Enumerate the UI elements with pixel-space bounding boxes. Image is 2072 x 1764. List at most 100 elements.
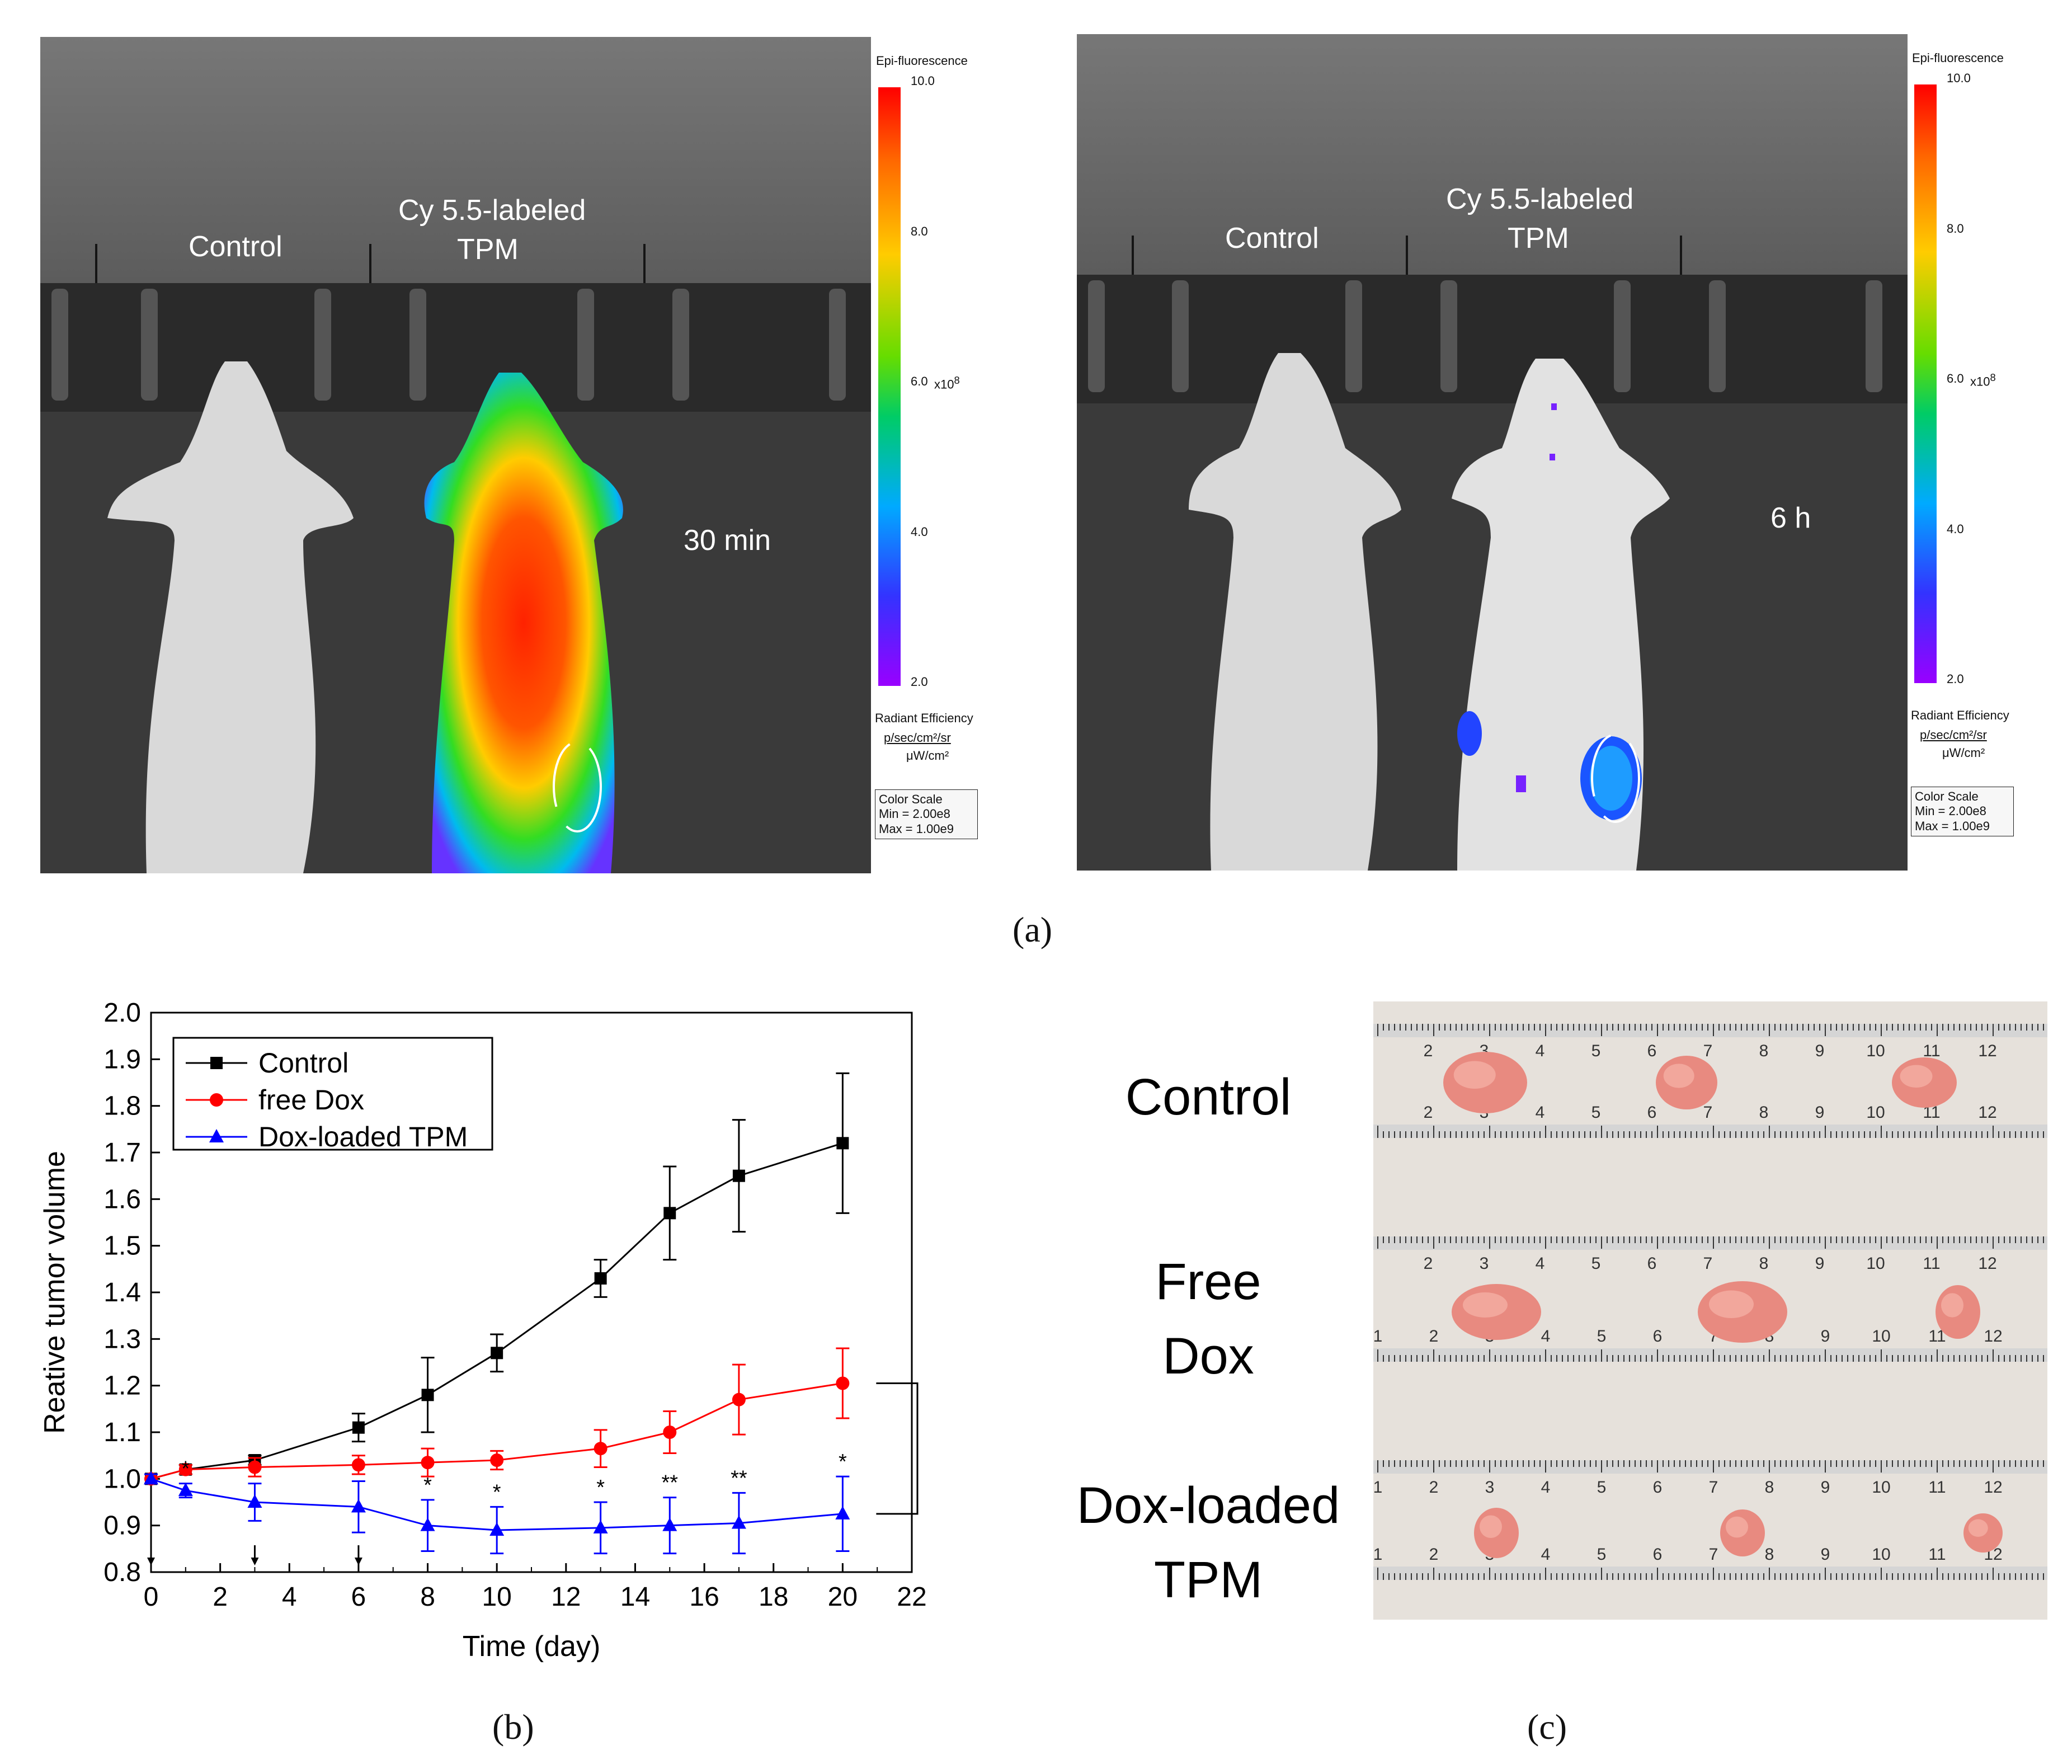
tpm-label-right-1: Cy 5.5-labeled: [1446, 183, 1634, 215]
panel-a-right-scene: [1077, 34, 1908, 871]
legend-label-2: Dox-loaded TPM: [258, 1121, 468, 1153]
data-point: [594, 1272, 607, 1285]
tumor-highlight-4: [1709, 1290, 1754, 1318]
tpm-label-left-2: TPM: [457, 233, 519, 266]
row-label-free-dox-1: Free: [1155, 1253, 1261, 1310]
data-point: [420, 1517, 435, 1531]
ruler-number: 8: [1759, 1254, 1769, 1273]
colorbar-unit-den-left: μW/cm²: [906, 749, 949, 763]
scale-title-left: Color Scale: [879, 792, 943, 806]
colorbar-title-left: Epi-fluorescence: [876, 54, 968, 68]
x-tick-label: 4: [282, 1582, 297, 1612]
y-tick-label: 1.6: [103, 1184, 141, 1214]
significance-mark: *: [181, 1457, 190, 1481]
tumor-highlight-5: [1941, 1293, 1963, 1318]
significance-mark: *: [596, 1476, 605, 1499]
colorbar-tick-10-left: 10.0: [911, 74, 935, 88]
x-tick-label: 6: [351, 1582, 366, 1612]
row-label-dox-tpm-1: Dox-loaded: [1076, 1477, 1340, 1534]
row-label-free-dox-2: Dox: [1162, 1328, 1254, 1385]
data-point: [178, 1462, 192, 1476]
ruler-number: 10: [1872, 1327, 1890, 1346]
panel-a-right-image: Control Cy 5.5-labeled TPM 6 h: [1077, 34, 1908, 871]
colorbar-left: Epi-fluorescence 10.0 8.0 6.0 x108 4.0 2…: [873, 37, 1001, 876]
data-point: [491, 1347, 503, 1360]
ruler-number: 4: [1536, 1103, 1545, 1122]
data-point: [662, 1517, 677, 1531]
tumor-highlight-6: [1480, 1515, 1502, 1538]
data-point: [663, 1426, 677, 1439]
data-point: [351, 1499, 366, 1513]
ruler-number: 11: [1923, 1042, 1940, 1060]
y-tick-label: 0.9: [103, 1511, 141, 1541]
x-axis-label: Time (day): [463, 1630, 601, 1663]
legend-label-1: free Dox: [258, 1084, 364, 1116]
legend-marker-1: [210, 1093, 223, 1107]
x-tick-label: 8: [420, 1582, 435, 1612]
caption-c: (c): [1527, 1707, 1567, 1747]
colorbar-unit-den-right: μW/cm²: [1942, 746, 1985, 760]
ruler-3: [1373, 1348, 2047, 1362]
data-point: [835, 1506, 850, 1520]
x-tick-label: 22: [897, 1582, 926, 1612]
data-point: [490, 1453, 504, 1467]
colorbar-tick-6-right: 6.0: [1947, 371, 1964, 385]
control-label-right: Control: [1225, 222, 1319, 255]
y-tick-label: 1.9: [103, 1045, 141, 1074]
ruler-number: 7: [1709, 1478, 1718, 1497]
series-line-1: [150, 1382, 843, 1480]
injection-arrow-head: [147, 1558, 155, 1565]
tumor-highlight-0: [1453, 1061, 1496, 1089]
x-tick-label: 0: [144, 1582, 159, 1612]
ruler-number: 3: [1480, 1254, 1489, 1273]
significance-mark: **: [731, 1466, 747, 1490]
y-tick-label: 2.0: [103, 998, 141, 1028]
data-point: [178, 1483, 193, 1497]
ruler-number: 9: [1815, 1254, 1825, 1273]
data-point: [144, 1471, 158, 1485]
ruler-number: 9: [1821, 1327, 1830, 1346]
colorbar-gradient-right: [1914, 84, 1937, 683]
colorbar-unit-num-left: p/sec/cm²/sr: [884, 731, 951, 745]
ruler-number: 5: [1597, 1327, 1607, 1346]
ruler-number: 8: [1765, 1545, 1774, 1564]
y-tick-label: 1.8: [103, 1092, 141, 1121]
ruler-0: [1373, 1024, 2047, 1037]
time-label-right: 6 h: [1770, 502, 1811, 534]
colorbar-scale-box-left: Color Scale Min = 2.00e8 Max = 1.00e9: [875, 789, 978, 840]
colorbar-title-right: Epi-fluorescence: [1912, 51, 2004, 65]
tpm-label-right-2: TPM: [1508, 222, 1569, 255]
y-axis-label: Reative tumor volume: [39, 1151, 71, 1434]
y-tick-label: 1.5: [103, 1231, 141, 1261]
ruler-number: 7: [1703, 1103, 1713, 1122]
y-tick-label: 1.4: [103, 1278, 141, 1307]
ruler-number: 3: [1485, 1478, 1495, 1497]
ruler-number: 7: [1709, 1545, 1718, 1564]
colorbar-multiplier-right: x108: [1970, 371, 1996, 389]
colorbar-right: Epi-fluorescence 10.0 8.0 6.0 x108 4.0 2…: [1909, 34, 2037, 873]
ruler-number: 9: [1821, 1545, 1830, 1564]
data-point: [593, 1520, 608, 1533]
colorbar-scale-box-right: Color Scale Min = 2.00e8 Max = 1.00e9: [1911, 787, 2014, 837]
ruler-number: 11: [1923, 1254, 1940, 1273]
tumor-highlight-2: [1900, 1065, 1933, 1088]
x-tick-label: 2: [213, 1582, 228, 1612]
x-tick-label: 10: [482, 1582, 511, 1612]
ruler-number: 12: [1978, 1254, 1996, 1273]
tpm-label-left-1: Cy 5.5-labeled: [398, 194, 586, 227]
ruler-number: 5: [1591, 1254, 1601, 1273]
ruler-number: 5: [1591, 1103, 1601, 1122]
tumor-highlight-3: [1463, 1292, 1508, 1318]
control-label-left: Control: [189, 231, 282, 263]
data-point: [351, 1458, 365, 1472]
ruler-number: 8: [1765, 1478, 1774, 1497]
x-tick-label: 16: [689, 1582, 719, 1612]
ruler-5: [1373, 1567, 2047, 1580]
significance-mark: *: [839, 1450, 847, 1474]
ruler-number: 10: [1872, 1545, 1890, 1564]
colorbar-tick-6-left: 6.0: [911, 374, 928, 388]
ruler-number: 6: [1647, 1042, 1657, 1060]
colorbar-unit-title-right: Radiant Efficiency: [1911, 708, 2009, 722]
ruler-number: 1: [1373, 1327, 1382, 1346]
y-tick-label: 1.7: [103, 1138, 141, 1168]
